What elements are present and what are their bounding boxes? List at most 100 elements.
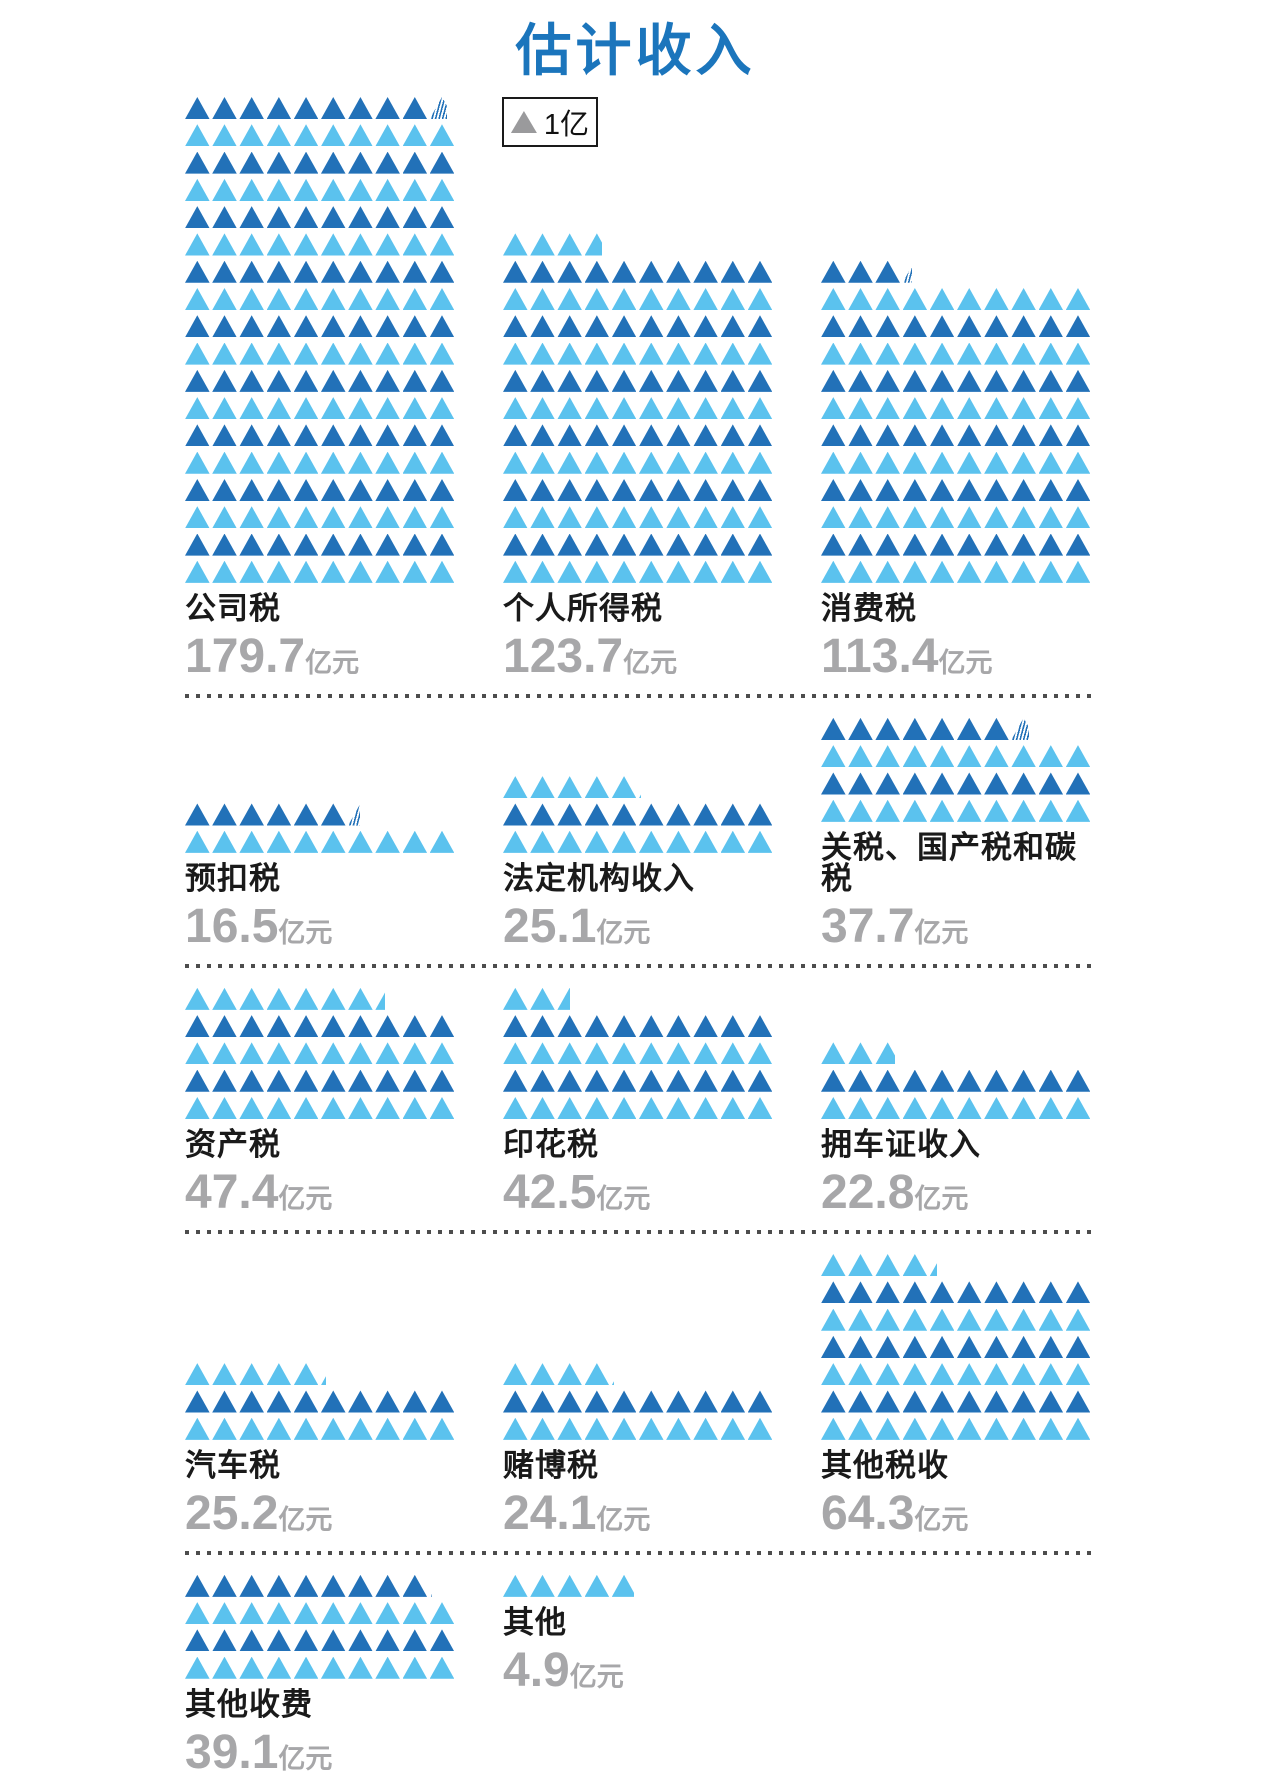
triangle-icon [902, 397, 928, 420]
triangle-icon [557, 1096, 582, 1120]
triangle-icon [984, 342, 1009, 365]
triangle-icon [956, 1335, 982, 1358]
triangle-icon [320, 206, 346, 229]
triangle-icon [984, 478, 1009, 502]
triangle-icon [693, 397, 718, 420]
triangle-icon [293, 803, 319, 826]
triangle-icon [902, 260, 913, 283]
triangle-icon [266, 287, 292, 311]
triangle-icon [348, 506, 373, 529]
triangle-icon [375, 1656, 400, 1679]
triangle-icon [557, 533, 582, 556]
triangle-icon [375, 830, 400, 853]
block-label: 法定机构收入 [503, 860, 695, 896]
triangle-icon [293, 260, 319, 283]
triangle-icon [375, 1015, 400, 1038]
triangle-icon [956, 1417, 982, 1440]
triangle-icon [429, 451, 455, 474]
triangle-row [821, 1363, 1093, 1386]
triangle-icon [503, 1390, 528, 1413]
triangle-icon [1011, 506, 1036, 529]
triangle-icon [402, 478, 428, 502]
triangle-icon [239, 206, 264, 229]
block-value-unit: 亿元 [305, 647, 360, 678]
triangle-icon [503, 560, 528, 583]
triangle-icon [266, 1602, 292, 1625]
triangle-icon [929, 1096, 955, 1120]
triangle-icon [1065, 772, 1091, 795]
triangle-icon [1065, 506, 1091, 529]
triangle-icon [956, 799, 982, 822]
triangle-icon [584, 424, 610, 447]
triangle-icon [929, 745, 955, 768]
triangle-row [821, 1417, 1093, 1440]
triangle-icon [266, 1417, 292, 1440]
triangle-icon [530, 1042, 555, 1065]
triangle-icon [293, 1602, 319, 1625]
triangle-icon [212, 1629, 237, 1652]
triangle-icon [348, 124, 373, 147]
triangle-icon [239, 506, 264, 529]
triangle-icon [212, 397, 237, 420]
triangle-icon [747, 803, 773, 826]
triangle-icon [185, 397, 210, 420]
chart-band: 汽车税 25.2亿元 赌博税 24.1亿元 其他税收 64.3亿元 [185, 1254, 1093, 1538]
triangle-icon [320, 987, 346, 1010]
block-value-number: 123.7 [503, 629, 624, 683]
triangle-icon [584, 560, 610, 583]
triangle-icon [747, 451, 773, 474]
triangle-icon [848, 260, 873, 283]
block-value: 4.9亿元 [503, 1646, 775, 1695]
triangle-icon [557, 451, 582, 474]
triangle-row [503, 342, 775, 365]
partial-triangle-icon [611, 1363, 615, 1386]
triangle-icon [375, 1629, 400, 1652]
triangle-icon [584, 315, 610, 338]
triangle-icon [638, 1042, 664, 1065]
triangle-icon [693, 424, 718, 447]
triangle-icon [902, 1363, 928, 1386]
triangle-icon [348, 233, 373, 256]
triangle-icon [320, 533, 346, 556]
triangle-icon [320, 151, 346, 174]
block-label: 消费税 [821, 590, 917, 626]
triangle-row [185, 397, 457, 420]
triangle-icon [402, 1656, 428, 1679]
triangle-icon [1065, 799, 1091, 822]
partial-triangle-icon [611, 1574, 634, 1597]
triangle-icon [929, 1417, 955, 1440]
triangle-icon [848, 1042, 873, 1065]
triangle-icon [584, 1417, 610, 1440]
triangle-icon [956, 506, 982, 529]
triangle-icon [239, 97, 264, 120]
triangle-icon [875, 772, 900, 795]
triangle-icon [611, 369, 637, 392]
triangle-icon [293, 1656, 319, 1679]
triangle-icon [747, 315, 773, 338]
triangle-icon [530, 533, 555, 556]
triangle-icon [212, 1042, 237, 1065]
triangle-row [821, 369, 1093, 392]
triangle-icon [693, 287, 718, 311]
triangle-icon [402, 315, 428, 338]
triangle-icon [584, 830, 610, 853]
triangle-icon [848, 478, 873, 502]
chart-block: 法定机构收入 25.1亿元 [503, 776, 775, 951]
triangle-icon [320, 424, 346, 447]
triangle-icon [956, 1390, 982, 1413]
triangle-icon [375, 369, 400, 392]
triangle-icon [212, 451, 237, 474]
triangle-icon [1065, 533, 1091, 556]
triangle-icon [239, 533, 264, 556]
block-value-number: 22.8 [821, 1166, 915, 1220]
partial-triangle-icon [429, 1574, 433, 1597]
triangle-icon [293, 506, 319, 529]
triangle-icon [929, 1335, 955, 1358]
triangle-icon [293, 124, 319, 147]
triangle-icon [557, 1015, 582, 1038]
triangle-icon [693, 560, 718, 583]
block-value-number: 25.1 [503, 899, 597, 953]
triangle-row [821, 1254, 1093, 1277]
triangle-row [821, 342, 1093, 365]
triangle-icon [638, 1417, 664, 1440]
